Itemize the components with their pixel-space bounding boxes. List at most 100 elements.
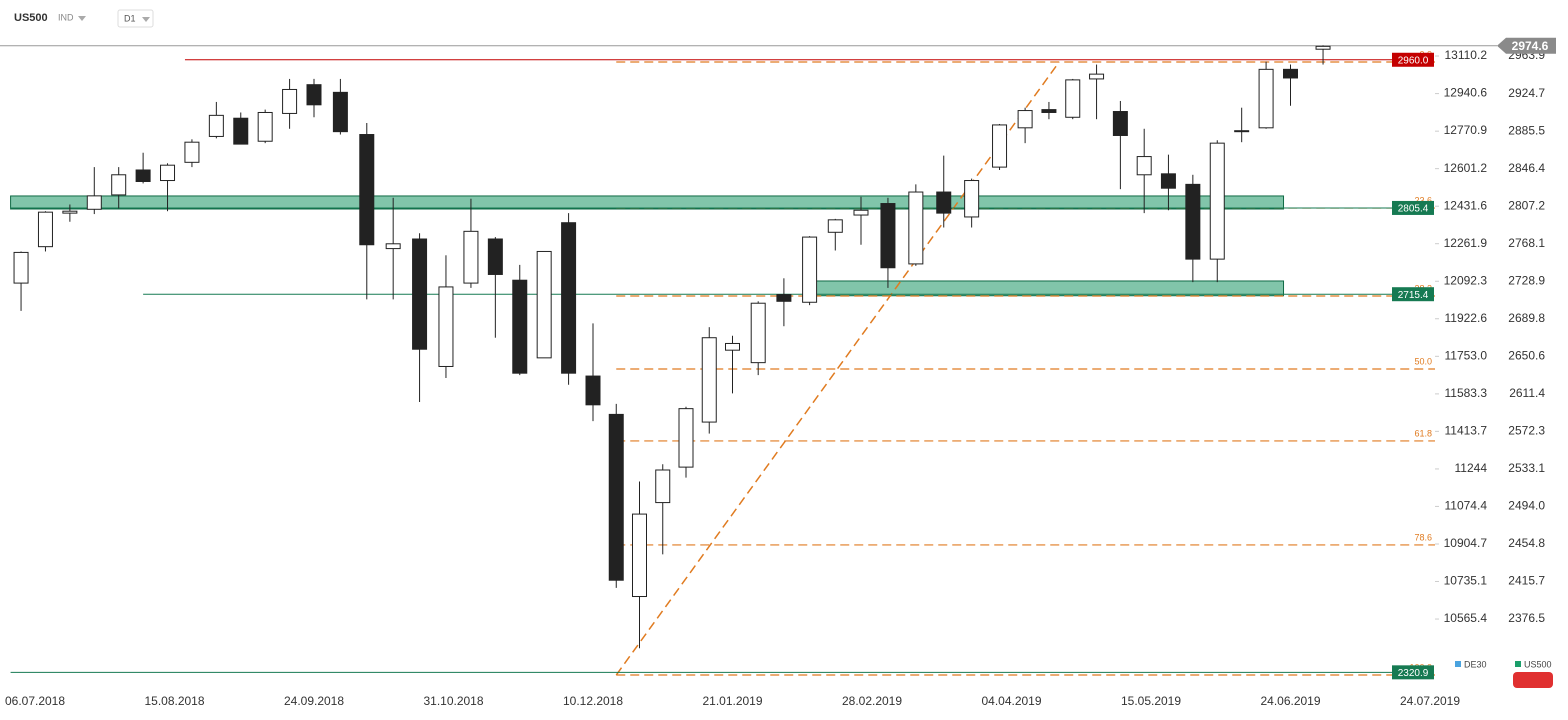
legend-swatch: [1455, 661, 1461, 667]
y-tick-label: 2415.7: [1508, 574, 1545, 588]
candle-body: [964, 180, 980, 218]
timeframe-box[interactable]: [117, 9, 154, 28]
x-tick-label: 06.07.2018: [5, 694, 65, 708]
fib-label: 50.0: [1414, 356, 1432, 366]
candle-body: [908, 191, 924, 265]
symbol-kind: IND: [58, 12, 74, 22]
y-tick-label: 2650.6: [1508, 348, 1545, 362]
legend-label: DE30: [1464, 659, 1487, 669]
candle-body: [1315, 45, 1331, 50]
symbol: US500: [14, 12, 48, 24]
x-tick-label: 10.12.2018: [563, 694, 623, 708]
candle-body: [701, 337, 717, 423]
y2-tick-label: 11922.6: [1445, 311, 1488, 325]
candle-body: [512, 279, 528, 374]
candle-body: [412, 238, 428, 350]
candle-body: [1065, 79, 1081, 118]
candle-body: [1283, 68, 1298, 79]
fib-label: 61.8: [1414, 428, 1432, 438]
fib-label: 23.6: [1414, 195, 1432, 205]
y-tick-label: 2689.8: [1508, 311, 1545, 325]
level-label: 2320.9: [1398, 668, 1429, 679]
y2-tick-label: 10735.1: [1444, 574, 1488, 588]
candle-body: [802, 236, 818, 303]
y2-tick-label: 12092.3: [1444, 273, 1488, 287]
candle-body: [1209, 142, 1225, 260]
y2-tick-label: 12261.9: [1444, 236, 1488, 250]
candle-body: [1160, 173, 1176, 189]
candle-body: [536, 250, 552, 359]
y2-tick-label: 12770.9: [1444, 123, 1488, 137]
candle-body: [463, 230, 479, 284]
candle-body: [359, 134, 375, 246]
plot: 06.07.2018 15.08.2018 24.09.2018 31.10.2018…: [0, 37, 1556, 708]
x-tick-label: 28.02.2019: [842, 694, 902, 708]
candle-body: [880, 203, 896, 269]
candle-body: [1041, 109, 1057, 113]
y2-tick-label: 11583.3: [1445, 386, 1488, 400]
candle-body: [585, 375, 601, 406]
level-label: 2715.4: [1398, 290, 1429, 301]
x-tick-label: 31.10.2018: [423, 694, 483, 708]
candle-body: [827, 219, 843, 233]
y2-tick-label: 11413.7: [1445, 423, 1488, 437]
candle-body: [936, 191, 952, 214]
current-price-tag: [1497, 37, 1556, 54]
x-tick-label: 24.07.2019: [1400, 694, 1460, 708]
symbol-dropdown[interactable]: [78, 16, 86, 21]
candle-body: [1258, 68, 1274, 129]
action-button[interactable]: [1513, 672, 1553, 688]
candle-body: [208, 114, 224, 137]
candle-body: [160, 164, 176, 182]
level-box: [1392, 52, 1434, 67]
x-tick-label: 15.05.2019: [1121, 694, 1181, 708]
zone: [10, 195, 1285, 210]
y-tick-label: 2572.3: [1508, 424, 1545, 438]
x-tick-label: 24.06.2019: [1260, 694, 1320, 708]
candle-body: [257, 111, 273, 142]
candle-body: [1017, 110, 1033, 129]
x-tick-label: 15.08.2018: [144, 694, 204, 708]
y-tick-label: 2533.1: [1508, 461, 1545, 475]
level-label: 2805.4: [1398, 204, 1429, 215]
y-tick-label: 2728.9: [1508, 273, 1545, 287]
y-tick-label: 2376.5: [1508, 611, 1545, 625]
y-tick-label: 2885.5: [1508, 123, 1545, 137]
y2-tick-label: 12940.6: [1444, 86, 1488, 100]
y2-tick-label: 13110.2: [1445, 48, 1488, 62]
candle-body: [385, 243, 401, 250]
legend-swatch: [1515, 661, 1521, 667]
trend-line: [615, 61, 1060, 676]
candle-body: [438, 286, 454, 367]
candle-body: [184, 141, 200, 163]
candle-body: [632, 513, 647, 598]
candle-body: [86, 195, 102, 210]
timeframe[interactable]: D1: [124, 13, 136, 23]
level-box: [1392, 665, 1434, 680]
candle-body: [853, 209, 869, 216]
y2-tick-label: 11753.0: [1445, 348, 1488, 362]
x-tick-label: 24.09.2018: [284, 694, 344, 708]
y-tick-label: 2846.4: [1508, 161, 1545, 175]
candle-body: [750, 302, 766, 364]
candle-body: [282, 88, 298, 114]
y-tick-label: 2454.8: [1508, 536, 1545, 550]
current-price-label: 2974.6: [1512, 39, 1549, 53]
y-tick-label: 2768.1: [1508, 236, 1545, 250]
candle-body: [13, 251, 29, 284]
candle-body: [111, 174, 127, 196]
y-tick-label: 2494.0: [1508, 499, 1545, 513]
candle-body: [135, 169, 151, 182]
x-tick-label: 21.01.2019: [702, 694, 762, 708]
timeframe-dropdown[interactable]: [142, 17, 150, 22]
level-label: 2960.0: [1398, 55, 1429, 66]
y2-tick-label: 11074.4: [1445, 499, 1488, 513]
candle-body: [725, 342, 740, 351]
x-tick-label: 04.04.2019: [981, 694, 1041, 708]
candle-body: [1185, 183, 1201, 260]
y2-tick-label: 11244: [1455, 461, 1488, 475]
y-tick-label: 2924.7: [1508, 86, 1545, 100]
y-tick-label: 2611.4: [1509, 386, 1545, 400]
